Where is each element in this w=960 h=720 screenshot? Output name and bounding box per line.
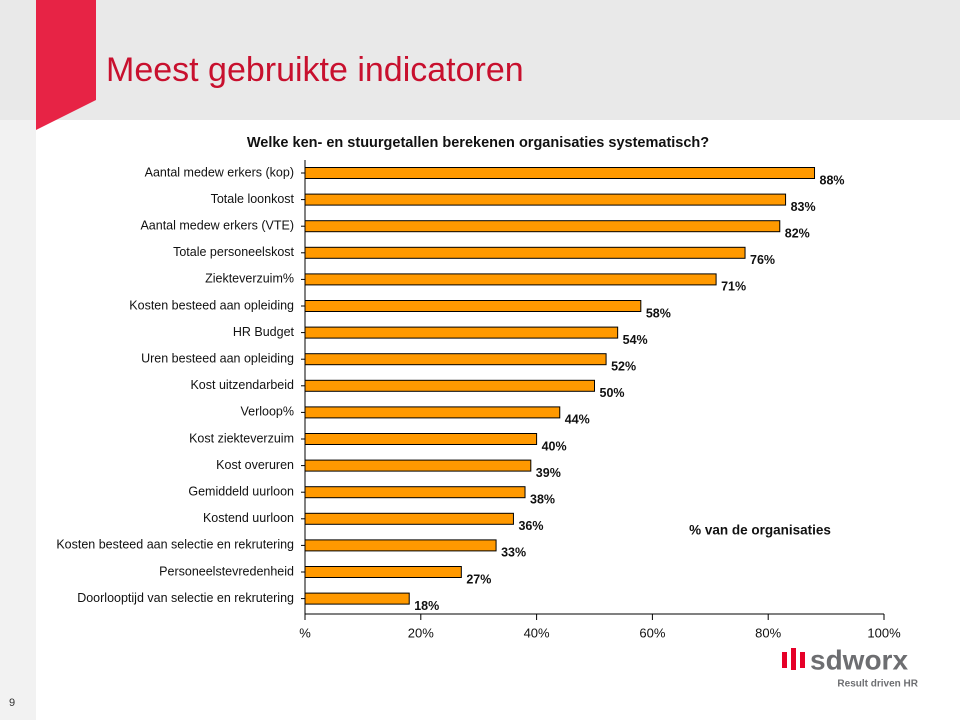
chart-title: Welke ken- en stuurgetallen berekenen or…	[247, 135, 709, 151]
y-tick-label: Aantal medew erkers (VTE)	[140, 218, 294, 232]
bar	[304, 326, 619, 339]
page-number: 9	[9, 697, 15, 709]
bar	[304, 433, 538, 445]
value-label: 82%	[785, 226, 810, 240]
y-tick-label: Kost uitzendarbeid	[190, 378, 294, 392]
bar	[304, 300, 642, 312]
value-label: 33%	[501, 546, 526, 560]
bar	[304, 512, 514, 525]
x-tick-label: %	[299, 625, 311, 640]
value-label: 27%	[466, 572, 491, 586]
bar	[304, 246, 746, 259]
value-label: 58%	[646, 306, 671, 320]
value-label: 36%	[518, 519, 543, 533]
value-label: 54%	[623, 333, 648, 347]
y-tick-label: Aantal medew erkers (kop)	[145, 165, 294, 179]
value-label: 50%	[600, 386, 625, 400]
logo-mark	[791, 648, 796, 670]
bar	[304, 220, 781, 233]
value-label: 88%	[820, 173, 845, 187]
value-label: 18%	[414, 599, 439, 613]
value-label: 52%	[611, 359, 636, 373]
x-tick-label: 40%	[524, 625, 550, 640]
y-tick-label: Uren besteed aan opleiding	[141, 351, 294, 365]
bar	[304, 273, 717, 286]
y-tick-label: Gemiddeld uurloon	[188, 484, 294, 498]
annotation: % van de organisaties	[689, 523, 831, 538]
y-tick-label: Personeelstevredenheid	[159, 564, 294, 578]
tagline: Result driven HR	[837, 679, 918, 690]
bar	[304, 539, 497, 552]
bar	[304, 486, 526, 499]
y-tick-label: HR Budget	[233, 325, 295, 339]
bar	[304, 193, 787, 206]
value-label: 71%	[721, 280, 746, 294]
y-tick-label: Verloop%	[240, 405, 294, 419]
x-tick-label: 60%	[639, 625, 665, 640]
x-tick-label: 20%	[408, 625, 434, 640]
y-tick-label: Ziekteverzuim%	[205, 272, 294, 286]
header-band	[0, 0, 960, 120]
logo-mark	[800, 652, 805, 668]
y-tick-label: Kostend uurloon	[203, 511, 294, 525]
logo: sdworx Result driven HR	[782, 644, 919, 690]
value-label: 44%	[565, 413, 590, 427]
value-label: 83%	[791, 200, 816, 214]
bar	[304, 566, 462, 578]
logo-mark	[782, 652, 787, 668]
side-band	[0, 120, 36, 720]
value-label: 39%	[536, 466, 561, 480]
slide-title: Meest gebruikte indicatoren	[106, 51, 524, 89]
y-tick-label: Kosten besteed aan selectie en rekruteri…	[56, 538, 294, 552]
y-tick-label: Doorlooptijd van selectie en rekrutering	[77, 591, 294, 605]
value-label: 38%	[530, 492, 555, 506]
bar	[304, 167, 816, 179]
y-tick-label: Kost overuren	[216, 458, 294, 472]
y-tick-label: Kost ziekteverzuim	[189, 431, 294, 445]
y-tick-label: Kosten besteed aan opleiding	[129, 298, 294, 312]
y-tick-label: Totale loonkost	[211, 192, 295, 206]
bar	[304, 353, 607, 366]
bar	[304, 379, 595, 392]
x-tick-label: 80%	[755, 625, 781, 640]
logo-text: sdworx	[810, 644, 908, 675]
bar	[304, 592, 410, 605]
bar	[304, 406, 561, 419]
x-tick-label: 100%	[867, 625, 901, 640]
y-tick-label: Totale personeelskost	[173, 245, 294, 259]
bar	[304, 459, 532, 472]
value-label: 76%	[750, 253, 775, 267]
decor-strip	[36, 0, 96, 130]
value-label: 40%	[542, 439, 567, 453]
